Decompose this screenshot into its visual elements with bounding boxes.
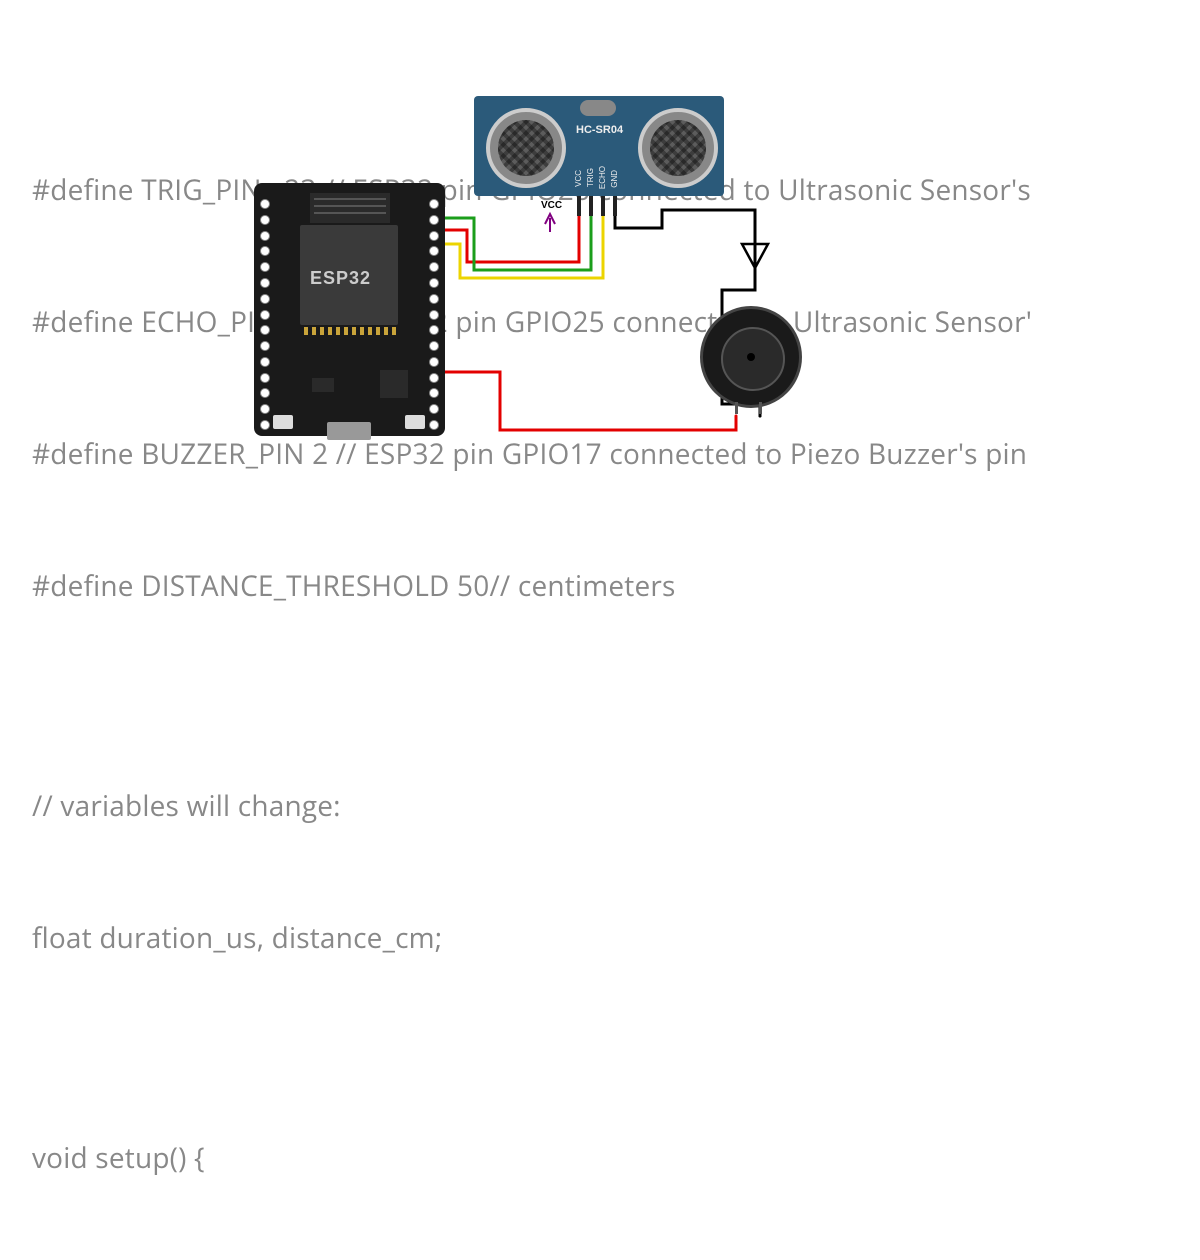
chip-pad: [336, 327, 340, 335]
buzzer-leg-neg: [759, 402, 762, 414]
code-line: void setup() {: [32, 1136, 1172, 1180]
pin-hole: [429, 310, 439, 320]
sensor-pin-trig: [589, 196, 593, 216]
pin-hole: [260, 357, 270, 367]
pin-hole: [260, 199, 270, 209]
en-button: [273, 415, 293, 429]
chip-pad: [344, 327, 348, 335]
sensor-transmitter: [486, 108, 566, 188]
chip-pad: [320, 327, 324, 335]
chip-pad: [360, 327, 364, 335]
pin-hole: [260, 215, 270, 225]
regulator-chip: [380, 370, 408, 398]
chip-pad: [312, 327, 316, 335]
chip-pad: [368, 327, 372, 335]
chip-pad: [328, 327, 332, 335]
sensor-pin-vcc: [577, 196, 581, 216]
pin-hole: [429, 199, 439, 209]
pin-hole: [260, 373, 270, 383]
sensor-pin-gnd: [613, 196, 617, 216]
wires-svg: [0, 0, 1200, 630]
code-line: float duration_us, distance_cm;: [32, 916, 1172, 960]
pin-label-gnd: GND: [610, 170, 619, 188]
pin-hole: [429, 278, 439, 288]
pin-label-trig: TRIG: [586, 168, 595, 187]
pin-hole: [429, 373, 439, 383]
wiring-diagram: ESP32 // (placeholder — actual pins gene…: [0, 0, 1200, 630]
pin-hole: [429, 231, 439, 241]
vcc-label: VCC: [541, 200, 562, 211]
sensor-label: HC-SR04: [576, 124, 623, 136]
usb-port: [327, 422, 371, 440]
sensor-receiver: [638, 108, 718, 188]
pin-hole: [260, 420, 270, 430]
pin-hole: [260, 310, 270, 320]
boot-button: [405, 415, 425, 429]
piezo-buzzer: [700, 306, 802, 408]
pin-hole: [260, 294, 270, 304]
pin-hole: [429, 215, 439, 225]
pin-hole: [429, 341, 439, 351]
code-line: // variables will change:: [32, 784, 1172, 828]
pin-hole: [429, 357, 439, 367]
pin-hole: [260, 341, 270, 351]
chip-pad: [376, 327, 380, 335]
chip-pad: [352, 327, 356, 335]
pin-hole: [429, 420, 439, 430]
pin-hole: [260, 278, 270, 288]
chip-pad: [384, 327, 388, 335]
buzzer-leg-pos: [735, 402, 738, 414]
pin-label-vcc: VCC: [574, 170, 583, 187]
chip-pad: [304, 327, 308, 335]
pin-hole: [429, 294, 439, 304]
pin-label-echo: ECHO: [598, 166, 607, 189]
esp32-label: ESP32: [310, 268, 371, 289]
sensor-crystal: [580, 100, 616, 116]
small-component: [312, 378, 334, 392]
chip-pad: [392, 327, 396, 335]
sensor-pin-echo: [601, 196, 605, 216]
esp32-antenna: [310, 193, 390, 223]
pin-hole: [260, 231, 270, 241]
